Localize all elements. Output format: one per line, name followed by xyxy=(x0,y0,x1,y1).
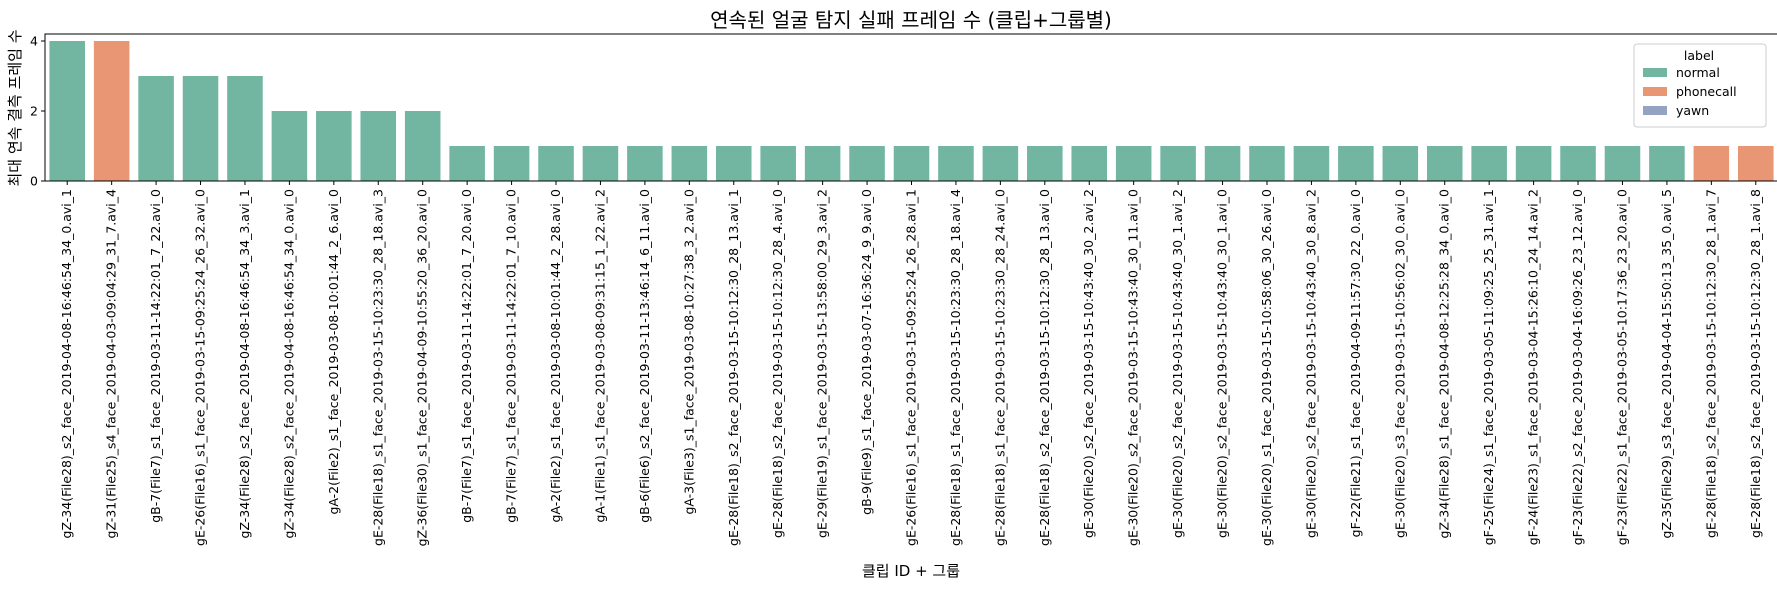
legend-swatch-phonecall xyxy=(1643,87,1667,96)
bar-5 xyxy=(227,76,263,181)
x-tick-label: gA-1(File1)_s1_face_2019-03-08-09:31:15_… xyxy=(592,189,607,523)
y-tick-label: 4 xyxy=(30,34,38,49)
x-tick-label: gE-30(File20)_s2_face_2019-03-15-10:43:4… xyxy=(1303,189,1318,538)
x-tick-label: gE-28(File18)_s2_face_2019-03-15-10:12:3… xyxy=(1037,189,1052,546)
bar-19 xyxy=(849,146,885,181)
x-tick-label: gB-7(File7)_s1_face_2019-03-11-14:22:01_… xyxy=(504,189,519,523)
bar-7 xyxy=(316,111,352,181)
bar-35 xyxy=(1560,146,1596,181)
bar-15 xyxy=(671,146,708,181)
bar-2 xyxy=(93,41,130,181)
bar-29 xyxy=(1293,146,1330,181)
x-tick-label: gF-23(File22)_s2_face_2019-03-04-16:09:2… xyxy=(1570,189,1585,545)
y-tick-label: 0 xyxy=(30,174,38,189)
bar-14 xyxy=(627,146,663,181)
x-tick-label: gE-28(File18)_s1_face_2019-03-15-10:23:3… xyxy=(948,189,963,546)
legend-title: label xyxy=(1684,48,1714,63)
y-axis-label: 최대 연속 결측 프레임 수 xyxy=(6,29,24,186)
x-tick-label: gE-26(File16)_s1_face_2019-03-15-09:25:2… xyxy=(904,189,919,546)
bar-13 xyxy=(582,146,619,181)
bar-25 xyxy=(1115,146,1152,181)
bars-group xyxy=(49,41,1774,181)
x-tick-label: gE-30(File20)_s2_face_2019-03-15-10:43:4… xyxy=(1215,189,1230,538)
bar-22 xyxy=(982,146,1019,181)
x-tick-label: gE-28(File18)_s2_face_2019-03-15-10:12:3… xyxy=(1703,189,1718,538)
bar-12 xyxy=(538,146,574,181)
x-tick-label: gE-30(File20)_s3_face_2019-03-15-10:56:0… xyxy=(1392,189,1407,538)
bar-6 xyxy=(271,111,308,181)
x-tick-label: gB-7(File7)_s1_face_2019-03-11-14:22:01_… xyxy=(148,189,163,523)
bar-27 xyxy=(1204,146,1241,181)
x-tick-label: gE-28(File18)_s2_face_2019-03-15-10:12:3… xyxy=(726,189,741,546)
x-tick-label: gZ-34(File28)_s1_face_2019-04-08-12:25:2… xyxy=(1437,189,1452,539)
x-tick-label: gF-24(File23)_s1_face_2019-03-04-15:26:1… xyxy=(1526,189,1541,545)
x-tick-label: gE-30(File20)_s2_face_2019-03-15-10:43:4… xyxy=(1170,189,1185,538)
bar-30 xyxy=(1338,146,1374,181)
x-tick-label: gE-30(File20)_s1_face_2019-03-15-10:58:0… xyxy=(1259,189,1274,546)
legend-label-yawn: yawn xyxy=(1676,103,1709,118)
x-tick-label: gE-28(File18)_s1_face_2019-03-15-10:23:3… xyxy=(992,189,1007,546)
x-tick-label: gA-3(File3)_s1_face_2019-03-08-10:27:38_… xyxy=(681,189,696,515)
legend: label normal phonecall yawn xyxy=(1633,43,1767,128)
bar-36 xyxy=(1604,146,1641,181)
legend-label-phonecall: phonecall xyxy=(1676,84,1737,99)
bar-20 xyxy=(893,146,930,181)
chart-title: 연속된 얼굴 탐지 실패 프레임 수 (클립+그룹별) xyxy=(710,8,1112,32)
bar-1 xyxy=(49,41,85,181)
x-tick-label: gZ-34(File28)_s2_face_2019-04-08-16:46:5… xyxy=(237,189,252,538)
x-tick-label: gE-28(File18)_s1_face_2019-03-15-10:23:3… xyxy=(370,189,385,546)
y-tick-label: 2 xyxy=(30,104,38,119)
bar-21 xyxy=(938,146,974,181)
x-tick-label: gZ-34(File28)_s2_face_2019-04-08-16:46:5… xyxy=(281,189,296,539)
x-tick-label: gF-22(File21)_s1_face_2019-04-09-11:57:3… xyxy=(1348,189,1363,537)
bar-28 xyxy=(1249,146,1285,181)
x-tick-label: gA-2(File2)_s1_face_2019-03-08-10:01:44_… xyxy=(548,189,563,523)
x-tick-label: gZ-31(File25)_s4_face_2019-04-03-09:04:2… xyxy=(104,189,119,539)
x-tick-label: gE-29(File19)_s1_face_2019-03-15-13:58:0… xyxy=(815,189,830,538)
plot-frame xyxy=(44,33,1777,182)
bar-37 xyxy=(1649,146,1685,181)
x-tick-label: gE-28(File18)_s2_face_2019-03-15-10:12:3… xyxy=(770,189,785,538)
bar-39 xyxy=(1738,146,1774,181)
x-tick-label: gB-9(File9)_s1_face_2019-03-07-16:36:24_… xyxy=(859,189,874,515)
bar-16 xyxy=(715,146,752,181)
bar-9 xyxy=(404,111,441,181)
legend-swatch-normal xyxy=(1643,68,1667,77)
bar-23 xyxy=(1027,146,1063,181)
bar-8 xyxy=(360,111,397,181)
x-tick-label: gF-25(File24)_s1_face_2019-03-05-11:09:2… xyxy=(1481,189,1496,545)
x-tick-label: gE-28(File18)_s2_face_2019-03-15-10:12:3… xyxy=(1748,189,1763,538)
bar-3 xyxy=(138,76,174,181)
bar-24 xyxy=(1071,146,1108,181)
x-tick-label: gA-2(File2)_s1_face_2019-03-08-10:01:44_… xyxy=(326,189,341,515)
bar-10 xyxy=(449,146,485,181)
bar-26 xyxy=(1160,146,1196,181)
x-tick-label: gE-26(File16)_s1_face_2019-03-15-09:25:2… xyxy=(193,189,208,546)
bar-11 xyxy=(493,146,530,181)
y-tick-labels: 0 2 4 xyxy=(30,34,45,189)
bar-38 xyxy=(1693,146,1730,181)
bar-17 xyxy=(760,146,796,181)
x-tick-label: gE-30(File20)_s2_face_2019-03-15-10:43:4… xyxy=(1081,189,1096,538)
x-tick-labels: gZ-34(File28)_s2_face_2019-04-08-16:46:5… xyxy=(59,181,1763,546)
x-tick-label: gE-30(File20)_s2_face_2019-03-15-10:43:4… xyxy=(1126,189,1141,546)
bar-18 xyxy=(804,146,841,181)
x-axis-label: 클립 ID + 그룹 xyxy=(862,562,960,580)
bar-32 xyxy=(1426,146,1463,181)
x-tick-label: gB-7(File7)_s1_face_2019-03-11-14:22:01_… xyxy=(459,189,474,523)
x-tick-label: gZ-36(File30)_s1_face_2019-04-09-10:55:2… xyxy=(415,189,430,546)
x-tick-label: gF-23(File22)_s1_face_2019-03-05-10:17:3… xyxy=(1614,189,1629,545)
legend-swatch-yawn xyxy=(1643,106,1667,115)
legend-label-normal: normal xyxy=(1676,65,1720,80)
x-tick-label: gB-6(File6)_s2_face_2019-03-11-13:46:14_… xyxy=(637,189,652,523)
x-tick-label: gZ-34(File28)_s2_face_2019-04-08-16:46:5… xyxy=(59,189,74,538)
x-tick-label: gZ-35(File29)_s3_face_2019-04-04-15:50:1… xyxy=(1659,189,1674,538)
bar-31 xyxy=(1382,146,1419,181)
bar-34 xyxy=(1515,146,1552,181)
bar-4 xyxy=(182,76,219,181)
bar-33 xyxy=(1471,146,1507,181)
